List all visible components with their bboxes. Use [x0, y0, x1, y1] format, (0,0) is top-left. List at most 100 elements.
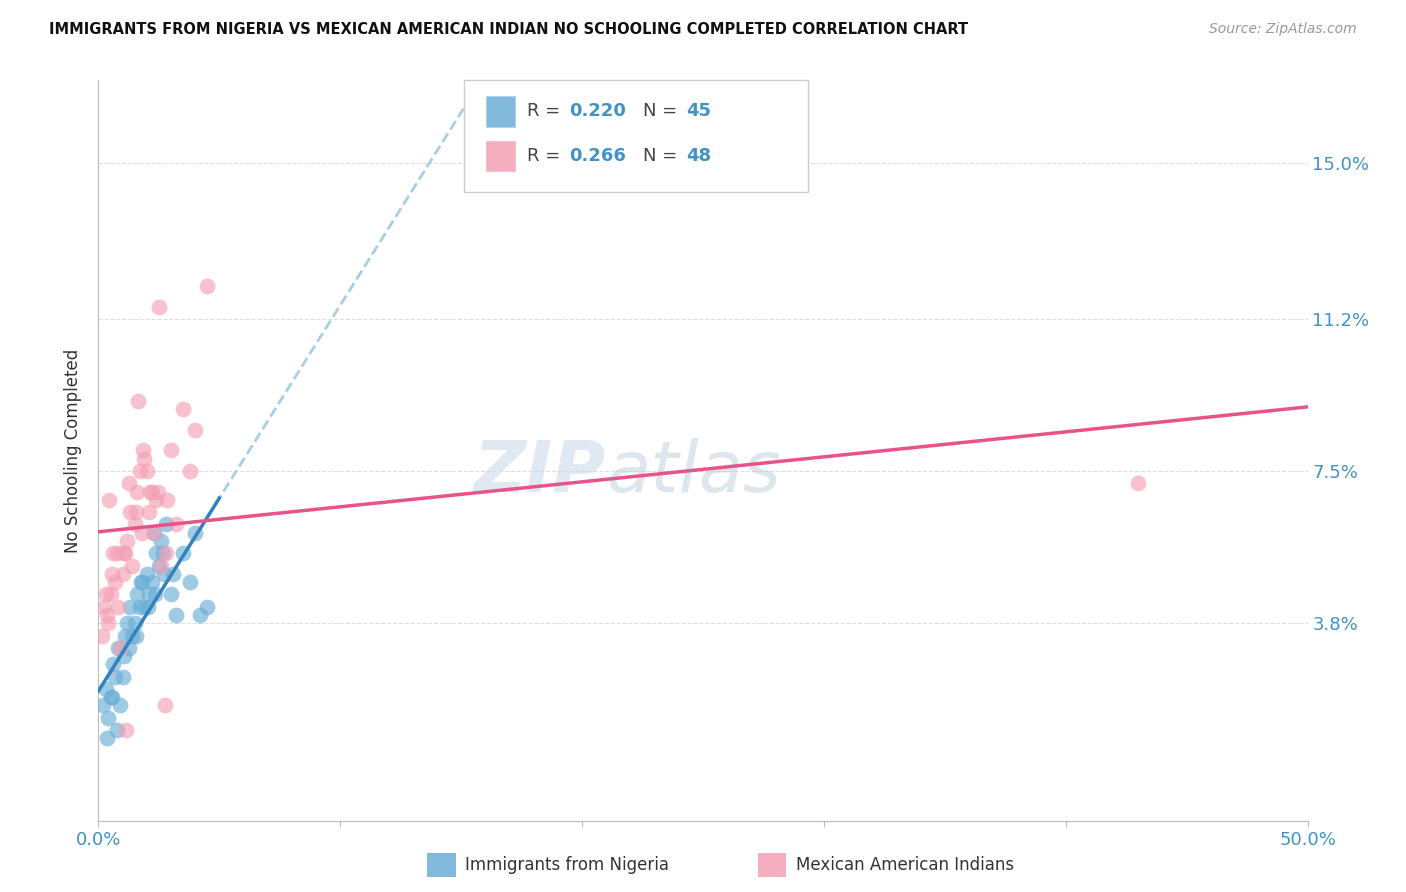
Point [96, 607, 118, 622]
Point [146, 484, 169, 499]
Point [165, 607, 187, 622]
Point [145, 492, 167, 507]
Point [105, 546, 128, 560]
Point [179, 575, 201, 590]
Point [136, 599, 159, 614]
Point [141, 484, 163, 499]
Text: IMMIGRANTS FROM NIGERIA VS MEXICAN AMERICAN INDIAN NO SCHOOLING COMPLETED CORREL: IMMIGRANTS FROM NIGERIA VS MEXICAN AMERI… [49, 22, 969, 37]
Point [125, 629, 148, 643]
Text: N =: N = [643, 147, 682, 165]
Text: 0.266: 0.266 [569, 147, 626, 165]
Point [134, 451, 156, 466]
Text: atlas: atlas [606, 438, 780, 508]
Point [98, 492, 121, 507]
Point [97, 616, 120, 631]
Point [131, 575, 153, 590]
Point [195, 599, 218, 614]
Point [112, 649, 135, 664]
Point [148, 300, 170, 314]
Point [188, 607, 211, 622]
Text: R =: R = [527, 103, 567, 120]
Point [135, 566, 157, 581]
Point [128, 464, 150, 478]
Point [118, 476, 141, 491]
Point [195, 279, 218, 293]
Text: 45: 45 [686, 103, 711, 120]
Point [101, 657, 124, 672]
Point [150, 533, 173, 548]
Point [96, 731, 118, 746]
Text: Immigrants from Nigeria: Immigrants from Nigeria [465, 856, 669, 874]
Point [141, 575, 163, 590]
Point [143, 525, 166, 540]
Point [125, 505, 148, 519]
Point [152, 546, 174, 560]
Point [91, 629, 114, 643]
Point [108, 698, 131, 713]
Point [148, 558, 170, 573]
Point [127, 484, 149, 499]
Point [124, 616, 146, 631]
Point [127, 394, 149, 409]
Point [104, 575, 127, 590]
Point [100, 587, 122, 601]
Point [124, 517, 146, 532]
Point [138, 505, 160, 519]
Point [134, 599, 156, 614]
Point [1128, 476, 1150, 491]
Point [104, 670, 127, 684]
Text: ZIP: ZIP [474, 438, 606, 508]
Point [117, 616, 139, 631]
Point [129, 575, 152, 590]
Point [114, 629, 136, 643]
Text: R =: R = [527, 147, 567, 165]
Text: Mexican American Indians: Mexican American Indians [796, 856, 1014, 874]
Point [172, 402, 194, 417]
Point [118, 505, 141, 519]
Point [162, 566, 184, 581]
Point [101, 546, 124, 560]
Point [143, 525, 166, 540]
Point [91, 698, 114, 713]
Text: 48: 48 [686, 147, 711, 165]
Point [121, 558, 143, 573]
Point [108, 640, 131, 655]
Point [118, 640, 141, 655]
Point [184, 525, 207, 540]
Point [100, 566, 122, 581]
Point [111, 566, 134, 581]
Point [94, 587, 117, 601]
Point [179, 464, 201, 478]
Point [165, 517, 187, 532]
Point [114, 546, 136, 560]
Point [156, 492, 179, 507]
Point [112, 546, 135, 560]
Point [128, 599, 150, 614]
Point [105, 723, 128, 738]
Point [94, 681, 117, 696]
Point [117, 533, 139, 548]
Point [145, 546, 167, 560]
Point [152, 566, 174, 581]
Point [153, 698, 176, 713]
Point [139, 484, 162, 499]
Point [184, 423, 207, 437]
Point [97, 711, 120, 725]
Point [172, 546, 194, 560]
Point [155, 517, 177, 532]
Point [155, 546, 177, 560]
Point [121, 629, 143, 643]
Text: 0.220: 0.220 [569, 103, 626, 120]
Point [127, 587, 149, 601]
Point [132, 443, 155, 458]
Point [100, 690, 122, 705]
Point [100, 690, 122, 705]
Point [93, 599, 115, 614]
Point [138, 587, 160, 601]
Point [107, 640, 129, 655]
Point [111, 670, 134, 684]
Point [118, 599, 141, 614]
Y-axis label: No Schooling Completed: No Schooling Completed [65, 349, 83, 552]
Point [115, 723, 138, 738]
Point [107, 599, 129, 614]
